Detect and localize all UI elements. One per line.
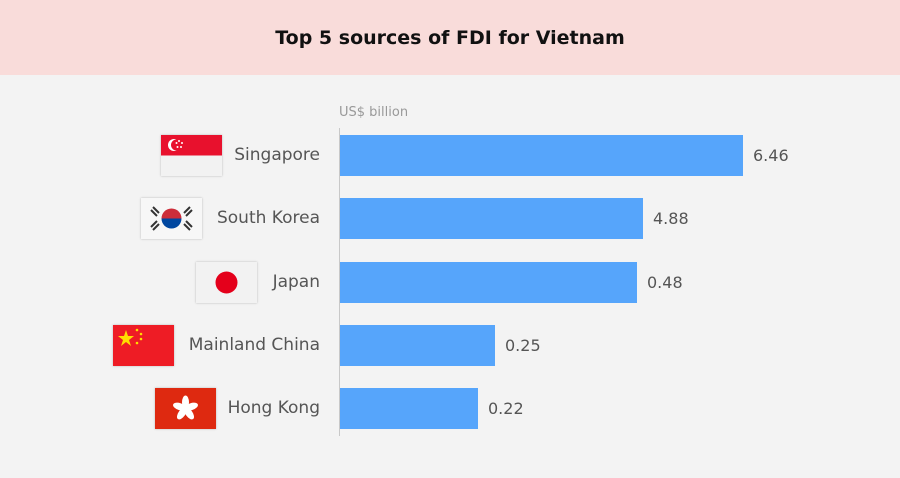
category-label: Mainland China (188, 335, 320, 355)
category-axis-line (339, 128, 340, 436)
hong-kong-flag-icon (155, 388, 216, 429)
data-label: 0.22 (488, 399, 524, 418)
data-label: 0.48 (647, 273, 683, 292)
category-label: Hong Kong (227, 398, 320, 418)
data-label: 6.46 (753, 146, 789, 165)
chart-header: Top 5 sources of FDI for Vietnam (0, 0, 900, 75)
category-label: South Korea (216, 208, 320, 228)
chart-title: Top 5 sources of FDI for Vietnam (275, 26, 625, 49)
bar-row: South Korea 4.88 (0, 198, 900, 239)
category-label: Singapore (234, 145, 320, 165)
data-label: 0.25 (505, 336, 541, 355)
japan-flag-icon (196, 262, 257, 303)
bar (340, 135, 743, 176)
bar-row: Mainland China 0.25 (0, 325, 900, 366)
bar (340, 262, 637, 303)
singapore-flag-icon (161, 135, 222, 176)
data-label: 4.88 (653, 209, 689, 228)
bar (340, 388, 478, 429)
category-label: Japan (272, 272, 320, 292)
bar-row: Singapore 6.46 (0, 135, 900, 176)
bar (340, 198, 643, 239)
china-flag-icon (113, 325, 174, 366)
south-korea-flag-icon (141, 198, 202, 239)
unit-label: US$ billion (339, 105, 409, 120)
bar-row: Japan 0.48 (0, 262, 900, 303)
bar (340, 325, 495, 366)
bar-row: Hong Kong 0.22 (0, 388, 900, 429)
